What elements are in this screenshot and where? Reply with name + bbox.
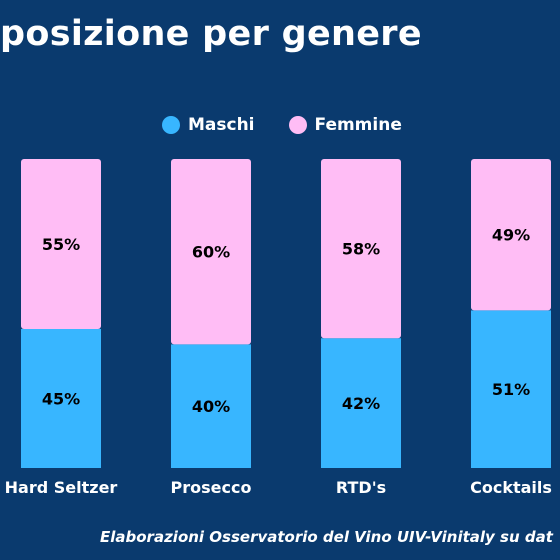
bar-hard-seltzer-maschi [21,328,101,468]
bar-cocktails-maschi [471,310,551,468]
chart-title: posizione per genere [0,14,422,54]
data-label-rtd-s-maschi: 42% [342,394,380,413]
legend-label-femmine: Femmine [314,115,402,135]
category-label-cocktails: Cocktails [470,478,552,497]
legend-label-maschi: Maschi [188,115,255,135]
legend-swatch-femmine [288,116,307,134]
legend-swatch-maschi [162,116,180,134]
bar-hard-seltzer-femmine [21,159,101,329]
category-label-hard-seltzer: Hard Seltzer [5,478,118,497]
legend: Maschi Femmine [162,115,436,135]
bar-rtd-s-maschi [321,338,401,468]
category-label-prosecco: Prosecco [171,478,252,497]
legend-item-maschi: Maschi [162,115,255,135]
legend-item-femmine: Femmine [288,115,402,135]
data-label-hard-seltzer-maschi: 45% [42,389,80,408]
category-label-rtd-s: RTD's [336,478,386,497]
data-label-rtd-s-femmine: 58% [342,240,380,259]
bar-prosecco-maschi [171,344,251,468]
bar-cocktails-femmine [471,159,551,311]
source-footer: Elaborazioni Osservatorio del Vino UIV-V… [100,528,553,546]
data-label-cocktails-maschi: 51% [492,380,530,399]
data-label-hard-seltzer-femmine: 55% [42,235,80,254]
bar-rtd-s-femmine [321,159,401,339]
data-label-prosecco-femmine: 60% [192,243,230,262]
data-label-prosecco-maschi: 40% [192,397,230,416]
data-label-cocktails-femmine: 49% [492,226,530,245]
bar-prosecco-femmine [171,159,251,345]
